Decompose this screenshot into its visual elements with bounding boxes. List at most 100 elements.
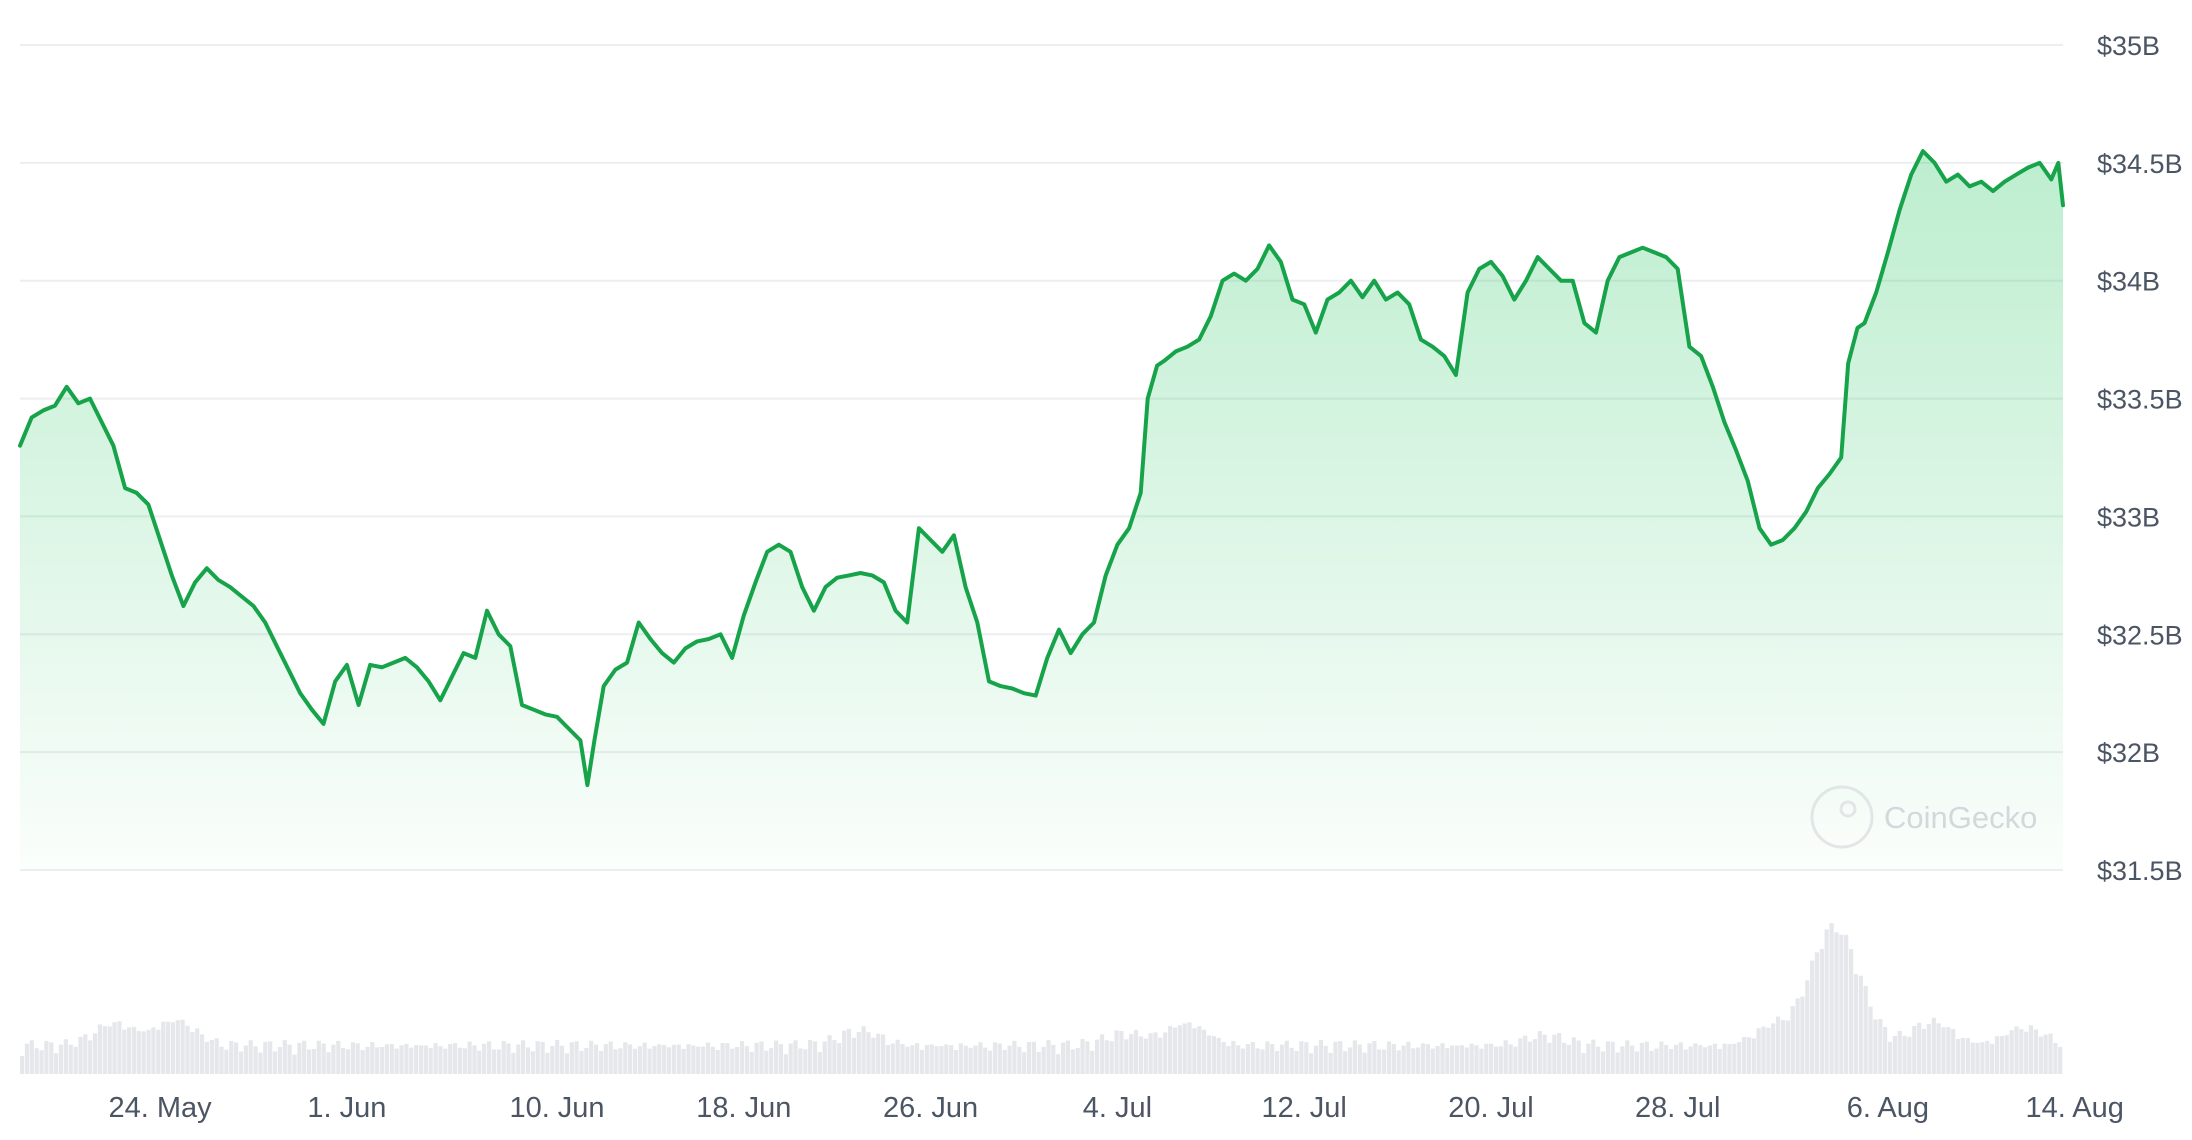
volume-bar [370,1042,375,1074]
volume-bar [302,1040,307,1074]
volume-bar [1085,1041,1090,1074]
y-tick-label: $33B [2097,502,2160,532]
volume-bar [842,1030,847,1074]
volume-bar [1124,1039,1129,1074]
volume-bar [808,1040,813,1074]
volume-bar [1737,1042,1742,1074]
volume-bar [968,1047,973,1074]
volume-bar [1221,1042,1226,1074]
volume-bar [127,1027,132,1074]
volume-bar [1581,1053,1586,1074]
volume-bars [20,923,2063,1074]
volume-bar [516,1044,521,1074]
volume-bar [1557,1033,1562,1074]
volume-bar [131,1026,137,1074]
volume-bar [1206,1035,1212,1074]
volume-bar [559,1045,565,1074]
volume-bar [389,1044,394,1074]
volume-bar [545,1052,550,1074]
volume-bar [1508,1044,1513,1074]
volume-bar [1109,1041,1114,1074]
volume-bar [482,1043,487,1074]
volume-bar [258,1052,263,1074]
volume-bar [1649,1050,1654,1074]
volume-bar [112,1022,117,1074]
volume-bar [1163,1032,1168,1074]
volume-bar [895,1039,900,1074]
volume-bar [1070,1049,1075,1074]
volume-bar [136,1031,141,1074]
volume-bar [1469,1043,1474,1074]
volume-bar [394,1048,399,1074]
volume-bar [1591,1039,1596,1074]
volume-bar [1435,1046,1440,1074]
volume-bar [355,1043,360,1074]
volume-bar [2019,1029,2024,1074]
volume-bar [1065,1040,1070,1074]
volume-bar [122,1029,127,1074]
x-tick-label: 10. Jun [509,1092,604,1124]
volume-bar [1951,1029,1956,1074]
volume-bar [837,1043,842,1074]
volume-bar [988,1050,993,1074]
volume-bar [1620,1046,1625,1074]
volume-bar [165,1021,171,1074]
volume-bar [793,1040,798,1074]
volume-bar [1007,1045,1012,1074]
volume-bar [783,1054,788,1074]
volume-bar [1503,1040,1508,1074]
volume-bar [1158,1037,1163,1074]
volume-bar [34,1048,39,1074]
volume-bar [953,1050,959,1074]
volume-bar [418,1045,424,1074]
volume-bar [1513,1046,1518,1074]
volume-bar [1829,923,1834,1074]
volume-bar [1250,1042,1255,1074]
volume-bar [341,1048,346,1074]
volume-bar [1450,1045,1455,1074]
y-tick-label: $34B [2097,267,2160,297]
volume-bar [1406,1041,1411,1074]
volume-bar [1294,1050,1299,1074]
volume-bar [983,1047,988,1074]
volume-bar [803,1049,808,1074]
volume-bar [263,1041,268,1074]
volume-bar [1746,1037,1751,1074]
x-tick-label: 24. May [109,1092,213,1124]
volume-bar [1061,1042,1066,1074]
volume-bar [949,1045,954,1074]
y-axis-ticks: $35B $34.5B $34B $33.5B $33B $32.5B $32B $31.5B [2097,31,2183,886]
volume-bar [1313,1045,1319,1074]
volume-bar [1576,1040,1581,1074]
volume-bar [282,1040,287,1074]
volume-bar [579,1050,584,1074]
volume-bar [1440,1043,1445,1074]
volume-bar [1785,1020,1790,1074]
volume-bar [1887,1041,1893,1074]
volume-bar [311,1049,317,1074]
volume-bar [44,1040,49,1074]
volume-bar [1172,1027,1177,1074]
volume-bar [438,1046,443,1074]
volume-bar [1941,1027,1946,1074]
volume-bar [1994,1036,2000,1074]
volume-bar [1532,1039,1537,1074]
x-tick-label: 26. Jun [883,1092,978,1124]
volume-bar [1795,998,1800,1074]
volume-bar [924,1045,929,1074]
volume-bar [1552,1034,1557,1074]
volume-bar [1776,1016,1781,1074]
volume-bar [1143,1038,1148,1074]
volume-bar [1766,1027,1771,1074]
volume-bar [1892,1035,1897,1074]
volume-bar [1075,1047,1080,1074]
volume-bar [161,1021,166,1074]
volume-bar [297,1042,302,1074]
volume-bar [1703,1047,1708,1074]
volume-bar [827,1035,832,1074]
volume-bar [2014,1026,2019,1074]
volume-bar [623,1042,628,1074]
volume-bar [253,1046,258,1074]
volume-bar [2053,1042,2058,1074]
y-tick-label: $34.5B [2097,149,2183,179]
